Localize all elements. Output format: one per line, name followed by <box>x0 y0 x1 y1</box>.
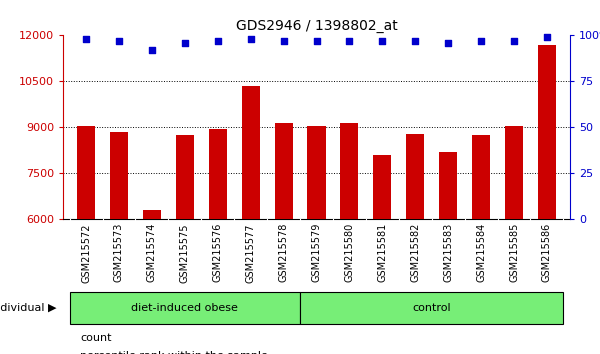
Point <box>542 34 552 40</box>
Point <box>476 38 486 44</box>
Point <box>81 36 91 42</box>
Text: GSM215574: GSM215574 <box>147 223 157 282</box>
Text: GSM215579: GSM215579 <box>311 223 322 282</box>
Bar <box>176 135 194 219</box>
Point <box>312 38 322 44</box>
Text: GSM215583: GSM215583 <box>443 223 453 282</box>
Title: GDS2946 / 1398802_at: GDS2946 / 1398802_at <box>236 19 397 33</box>
FancyBboxPatch shape <box>300 292 563 324</box>
Bar <box>209 129 227 219</box>
Bar <box>275 123 293 219</box>
Text: GSM215582: GSM215582 <box>410 223 420 282</box>
Text: GSM215580: GSM215580 <box>344 223 355 282</box>
Text: GSM215576: GSM215576 <box>213 223 223 282</box>
Bar <box>242 86 260 219</box>
Bar <box>472 135 490 219</box>
Bar <box>307 126 326 219</box>
Bar <box>439 152 457 219</box>
Point <box>114 38 124 44</box>
Bar <box>143 210 161 219</box>
Text: percentile rank within the sample: percentile rank within the sample <box>80 351 268 354</box>
Point <box>279 38 289 44</box>
Point <box>377 38 387 44</box>
Point <box>147 47 157 53</box>
Bar <box>538 45 556 219</box>
Text: GSM215577: GSM215577 <box>245 223 256 282</box>
Bar <box>77 126 95 219</box>
Point <box>246 36 256 42</box>
Text: GSM215573: GSM215573 <box>114 223 124 282</box>
Bar <box>406 133 424 219</box>
Text: GSM215575: GSM215575 <box>180 223 190 282</box>
Text: GSM215585: GSM215585 <box>509 223 519 282</box>
Text: GSM215586: GSM215586 <box>542 223 552 282</box>
Bar <box>110 132 128 219</box>
FancyBboxPatch shape <box>70 292 300 324</box>
Point <box>213 38 223 44</box>
Bar <box>373 155 391 219</box>
Text: count: count <box>80 333 112 343</box>
Text: GSM215572: GSM215572 <box>81 223 91 282</box>
Point <box>344 38 354 44</box>
Bar <box>505 126 523 219</box>
Text: diet-induced obese: diet-induced obese <box>131 303 238 313</box>
Text: GSM215578: GSM215578 <box>278 223 289 282</box>
Text: GSM215581: GSM215581 <box>377 223 388 282</box>
Text: GSM215584: GSM215584 <box>476 223 486 282</box>
Text: individual ▶: individual ▶ <box>0 303 57 313</box>
Point <box>509 38 519 44</box>
Point <box>410 38 420 44</box>
Point <box>443 40 453 46</box>
Bar <box>340 123 358 219</box>
Point <box>180 40 190 46</box>
Text: control: control <box>412 303 451 313</box>
